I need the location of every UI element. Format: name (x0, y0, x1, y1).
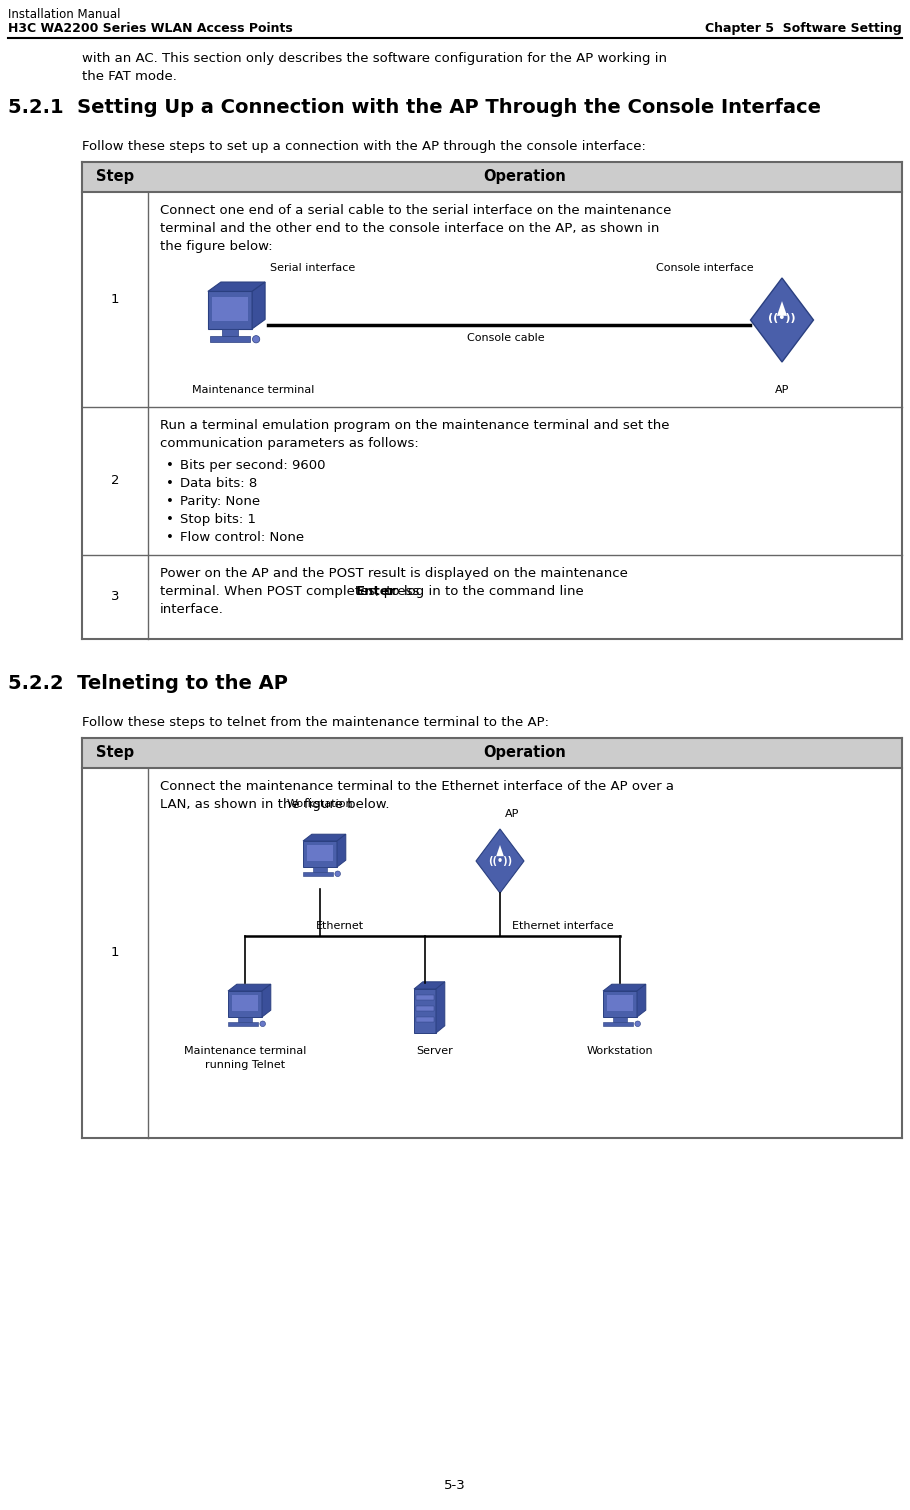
Bar (303, 871, 333, 876)
Circle shape (260, 1021, 266, 1027)
Bar (228, 1022, 258, 1025)
Text: communication parameters as follows:: communication parameters as follows: (160, 436, 419, 450)
Text: Maintenance terminal: Maintenance terminal (192, 385, 314, 396)
Bar (82, 162, 902, 192)
Polygon shape (751, 278, 814, 362)
Text: Step: Step (96, 169, 134, 184)
Polygon shape (303, 834, 346, 841)
Text: to log in to the command line: to log in to the command line (382, 584, 583, 598)
Text: 2: 2 (111, 474, 119, 488)
Text: Operation: Operation (483, 746, 566, 761)
Text: Follow these steps to telnet from the maintenance terminal to the AP:: Follow these steps to telnet from the ma… (82, 716, 549, 729)
Circle shape (335, 871, 340, 877)
Bar (603, 991, 637, 1018)
Bar (414, 989, 436, 1033)
Text: the figure below:: the figure below: (160, 240, 273, 254)
Polygon shape (436, 982, 445, 1033)
Text: terminal and the other end to the console interface on the AP, as shown in: terminal and the other end to the consol… (160, 222, 660, 236)
Text: •: • (166, 477, 174, 491)
Text: 1: 1 (111, 947, 119, 959)
Polygon shape (262, 985, 271, 1018)
Polygon shape (414, 982, 445, 989)
Polygon shape (496, 846, 504, 856)
Text: ((•)): ((•)) (768, 313, 796, 323)
Text: 5.2.2  Telneting to the AP: 5.2.2 Telneting to the AP (8, 673, 288, 693)
Bar (416, 1018, 434, 1022)
Bar (207, 291, 252, 329)
Text: Stop bits: 1: Stop bits: 1 (180, 513, 256, 525)
Text: Data bits: 8: Data bits: 8 (180, 477, 258, 491)
Bar (210, 337, 250, 343)
Text: 3: 3 (111, 590, 119, 604)
Text: AP: AP (774, 385, 789, 396)
Bar (212, 296, 248, 322)
Text: Operation: Operation (483, 169, 566, 184)
Text: the FAT mode.: the FAT mode. (82, 69, 177, 83)
Text: •: • (166, 495, 174, 507)
Bar (303, 841, 337, 867)
Text: H3C WA2200 Series WLAN Access Points: H3C WA2200 Series WLAN Access Points (8, 23, 293, 35)
Text: Connect the maintenance terminal to the Ethernet interface of the AP over a: Connect the maintenance terminal to the … (160, 781, 674, 793)
Bar (416, 995, 434, 1000)
Text: Follow these steps to set up a connection with the AP through the console interf: Follow these steps to set up a connectio… (82, 140, 646, 153)
Circle shape (252, 335, 259, 343)
Bar (603, 1022, 633, 1025)
Text: •: • (166, 532, 174, 544)
Text: interface.: interface. (160, 602, 224, 616)
Bar (607, 995, 633, 1010)
Polygon shape (228, 985, 271, 991)
Bar (613, 1018, 627, 1022)
Polygon shape (207, 282, 265, 291)
Bar (222, 329, 238, 337)
Bar (232, 995, 258, 1010)
Bar (82, 738, 902, 769)
Text: Serial interface: Serial interface (270, 263, 355, 273)
Polygon shape (252, 282, 265, 329)
Text: AP: AP (505, 809, 520, 818)
Text: Console cable: Console cable (467, 334, 545, 343)
Bar (228, 991, 262, 1018)
Text: Flow control: None: Flow control: None (180, 532, 304, 544)
Text: •: • (166, 459, 174, 473)
Text: Chapter 5  Software Setting: Chapter 5 Software Setting (705, 23, 902, 35)
Polygon shape (337, 834, 346, 867)
Text: Connect one end of a serial cable to the serial interface on the maintenance: Connect one end of a serial cable to the… (160, 204, 672, 217)
Text: LAN, as shown in the figure below.: LAN, as shown in the figure below. (160, 797, 389, 811)
Text: 5-3: 5-3 (444, 1478, 466, 1492)
Text: running Telnet: running Telnet (205, 1060, 285, 1071)
Text: Ethernet: Ethernet (316, 921, 364, 932)
Circle shape (635, 1021, 641, 1027)
Polygon shape (777, 300, 787, 316)
Bar (307, 846, 333, 861)
Text: Step: Step (96, 746, 134, 761)
Text: Maintenance terminal: Maintenance terminal (184, 1046, 306, 1055)
Text: Installation Manual: Installation Manual (8, 8, 120, 21)
Bar (313, 867, 327, 871)
Text: Power on the AP and the POST result is displayed on the maintenance: Power on the AP and the POST result is d… (160, 566, 628, 580)
Polygon shape (637, 985, 646, 1018)
Bar (238, 1018, 252, 1022)
Text: Workstation: Workstation (587, 1046, 653, 1055)
Text: •: • (166, 513, 174, 525)
Text: terminal. When POST completes, press: terminal. When POST completes, press (160, 584, 424, 598)
Text: with an AC. This section only describes the software configuration for the AP wo: with an AC. This section only describes … (82, 51, 667, 65)
Text: 1: 1 (111, 293, 119, 307)
Text: Ethernet interface: Ethernet interface (512, 921, 613, 932)
Text: Parity: None: Parity: None (180, 495, 260, 507)
Polygon shape (476, 829, 524, 892)
Text: Enter: Enter (356, 584, 396, 598)
Text: Server: Server (417, 1046, 453, 1055)
Polygon shape (603, 985, 646, 991)
Text: Workstation: Workstation (287, 799, 353, 809)
Bar (416, 1006, 434, 1012)
Text: Bits per second: 9600: Bits per second: 9600 (180, 459, 326, 473)
Text: 5.2.1  Setting Up a Connection with the AP Through the Console Interface: 5.2.1 Setting Up a Connection with the A… (8, 98, 821, 116)
Text: ((•)): ((•)) (488, 856, 512, 867)
Text: Run a terminal emulation program on the maintenance terminal and set the: Run a terminal emulation program on the … (160, 418, 670, 432)
Text: Console interface: Console interface (656, 263, 754, 273)
